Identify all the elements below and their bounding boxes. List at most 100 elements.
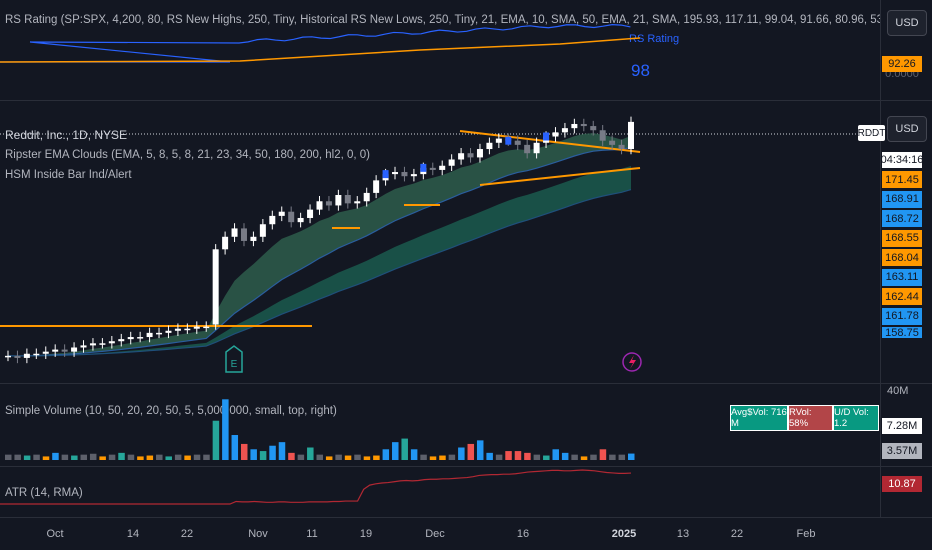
- volume-bar: [33, 454, 40, 460]
- volume-label-1: 7.28M: [882, 418, 922, 434]
- relative-volume-badge: RVol: 58%: [788, 405, 833, 431]
- candle-body: [146, 332, 153, 338]
- candle-body: [156, 332, 163, 335]
- candle-body: [108, 341, 115, 344]
- atr-legend[interactable]: ATR (14, RMA): [5, 487, 83, 499]
- price-label: 158.75: [882, 327, 922, 338]
- pane-separator[interactable]: [0, 383, 932, 384]
- candle-body: [165, 330, 172, 333]
- rs-rating-legend[interactable]: RS Rating (SP:SPX, 4,200, 80, RS New Hig…: [5, 14, 932, 26]
- volume-bar: [382, 449, 390, 460]
- ema-21-line: [7, 146, 632, 357]
- candle-body: [42, 351, 49, 354]
- volume-bar: [467, 443, 475, 460]
- inside-bar-marker: [505, 136, 512, 145]
- volume-bar: [108, 454, 116, 460]
- candle-body: [203, 326, 210, 329]
- candle-body: [335, 195, 342, 206]
- volume-legend[interactable]: Simple Volume (10, 50, 20, 20, 50, 5, 5,…: [5, 405, 337, 417]
- candle-body: [71, 347, 78, 352]
- time-axis-label: 11: [306, 528, 318, 540]
- candle-body: [344, 195, 351, 204]
- rs-line: [0, 24, 631, 63]
- main-currency-button[interactable]: USD: [887, 116, 927, 142]
- time-axis-separator: [0, 517, 932, 518]
- upper-wedge-line: [459, 130, 641, 153]
- ema-cloud-34-50: [8, 166, 631, 356]
- price-label: 168.55: [882, 229, 922, 247]
- candle-body: [250, 236, 257, 241]
- time-axis-label: 19: [359, 528, 373, 540]
- pane-separator[interactable]: [0, 100, 932, 101]
- volume-bar: [429, 456, 437, 460]
- candle-body: [118, 339, 125, 342]
- candle-body: [307, 209, 314, 218]
- countdown-label: 04:34:16: [880, 152, 924, 168]
- volume-bar: [288, 452, 295, 460]
- ema-cloud-legend[interactable]: Ripster EMA Clouds (EMA, 5, 8, 5, 8, 21,…: [5, 149, 371, 161]
- candle-body: [325, 201, 332, 206]
- candle-body: [80, 345, 87, 348]
- volume-bar: [71, 455, 78, 460]
- updown-volume-badge: U/D Vol: 1.2: [833, 405, 879, 431]
- time-axis-label: Nov: [248, 528, 268, 540]
- candle-body: [316, 201, 323, 210]
- candle-body: [61, 349, 68, 352]
- candle-body: [392, 172, 399, 175]
- pane-separator[interactable]: [0, 466, 932, 467]
- volume-bar: [354, 454, 361, 460]
- volume-bar: [222, 399, 229, 460]
- candle-body: [552, 132, 559, 137]
- candle-body: [127, 337, 134, 340]
- volume-bar: [5, 454, 12, 460]
- atr-axis[interactable]: [880, 467, 932, 517]
- candle-body: [33, 353, 40, 356]
- volume-bar: [590, 454, 597, 460]
- volume-bar: [599, 449, 607, 460]
- inside-bar-marker: [543, 132, 550, 141]
- candle-body: [439, 165, 446, 170]
- volume-bar: [156, 454, 163, 460]
- candle-body: [609, 140, 616, 145]
- candle-body: [137, 337, 144, 339]
- time-axis-label: Dec: [425, 528, 445, 540]
- volume-bar: [420, 454, 427, 460]
- volume-bar: [137, 456, 144, 460]
- inside-bar-legend[interactable]: HSM Inside Bar Ind/Alert: [5, 169, 132, 181]
- volume-bar: [269, 445, 276, 460]
- inside-bar-marker: [382, 170, 389, 179]
- event-flash-bolt: [629, 355, 636, 369]
- atr-value-label: 10.87: [882, 476, 922, 492]
- rs-rating-pane[interactable]: RS Rating (SP:SPX, 4,200, 80, RS New Hig…: [0, 0, 932, 100]
- volume-bar: [240, 443, 248, 460]
- symbol-title[interactable]: Reddit, Inc., 1D, NYSE: [5, 128, 128, 142]
- volume-bar: [561, 452, 569, 460]
- candle-body: [174, 328, 181, 331]
- candle-body: [363, 192, 370, 202]
- candle-body: [222, 236, 229, 250]
- volume-bar: [184, 455, 191, 460]
- candle-body: [212, 249, 219, 325]
- volume-bar: [495, 454, 503, 460]
- candle-body: [618, 144, 625, 150]
- rs-rating-label: RS Rating: [629, 33, 680, 45]
- volume-bar: [514, 451, 522, 460]
- candle-body: [99, 343, 106, 345]
- volume-bar: [165, 456, 172, 460]
- candle-body: [561, 128, 568, 133]
- rs-currency-button[interactable]: USD: [887, 10, 927, 36]
- price-label: 171.45: [882, 171, 922, 188]
- time-axis-label: 22: [730, 528, 744, 540]
- inside-bar-marker: [420, 163, 427, 172]
- time-axis-label: 2025: [611, 528, 637, 540]
- time-axis-label: Feb: [796, 528, 816, 540]
- price-label: 162.44: [882, 288, 922, 305]
- volume-bar: [335, 454, 342, 460]
- volume-bar: [344, 455, 352, 460]
- volume-bar: [628, 453, 635, 460]
- candle-body: [458, 153, 465, 160]
- volume-bar: [618, 454, 626, 460]
- price-chart-svg[interactable]: E: [0, 0, 880, 517]
- volume-bar: [363, 456, 371, 460]
- price-label: 168.91: [882, 190, 922, 208]
